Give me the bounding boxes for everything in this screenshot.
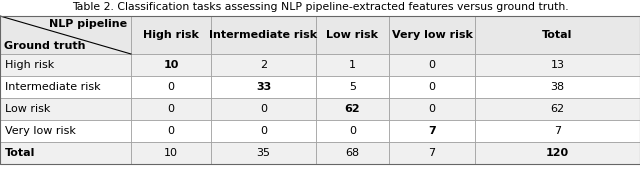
Bar bbox=[211, 76, 316, 98]
Bar bbox=[389, 142, 475, 164]
Bar bbox=[316, 142, 389, 164]
Text: 62: 62 bbox=[550, 104, 564, 114]
Text: Intermediate risk: Intermediate risk bbox=[209, 30, 317, 40]
Bar bbox=[389, 98, 475, 120]
Bar bbox=[316, 120, 389, 142]
Text: Very low risk: Very low risk bbox=[392, 30, 472, 40]
Text: Total: Total bbox=[5, 148, 35, 158]
Text: 35: 35 bbox=[257, 148, 271, 158]
Bar bbox=[0, 76, 131, 98]
Bar bbox=[211, 98, 316, 120]
Bar bbox=[316, 98, 389, 120]
Text: 68: 68 bbox=[346, 148, 360, 158]
Bar bbox=[0, 98, 131, 120]
Text: 0: 0 bbox=[260, 126, 267, 136]
Text: 0: 0 bbox=[349, 126, 356, 136]
Text: 33: 33 bbox=[256, 82, 271, 92]
Text: Low risk: Low risk bbox=[326, 30, 378, 40]
Text: 5: 5 bbox=[349, 82, 356, 92]
Bar bbox=[475, 54, 640, 76]
Bar bbox=[0, 16, 131, 54]
Text: Total: Total bbox=[542, 30, 573, 40]
Text: 120: 120 bbox=[546, 148, 569, 158]
Text: 13: 13 bbox=[550, 60, 564, 70]
Text: Table 2. Classification tasks assessing NLP pipeline-extracted features versus g: Table 2. Classification tasks assessing … bbox=[72, 2, 568, 12]
Bar bbox=[0, 120, 131, 142]
Bar bbox=[316, 16, 389, 54]
Bar bbox=[211, 120, 316, 142]
Bar bbox=[131, 54, 211, 76]
Bar bbox=[131, 98, 211, 120]
Bar bbox=[316, 54, 389, 76]
Text: 7: 7 bbox=[428, 126, 436, 136]
Bar bbox=[0, 142, 131, 164]
Text: 1: 1 bbox=[349, 60, 356, 70]
Bar bbox=[316, 76, 389, 98]
Text: NLP pipeline: NLP pipeline bbox=[49, 19, 127, 29]
Text: 2: 2 bbox=[260, 60, 267, 70]
Bar bbox=[131, 120, 211, 142]
Text: Low risk: Low risk bbox=[5, 104, 51, 114]
Text: 0: 0 bbox=[168, 82, 175, 92]
Bar bbox=[475, 98, 640, 120]
Text: 7: 7 bbox=[428, 148, 436, 158]
Text: 38: 38 bbox=[550, 82, 564, 92]
Bar bbox=[389, 120, 475, 142]
Text: 10: 10 bbox=[163, 60, 179, 70]
Bar bbox=[389, 76, 475, 98]
Text: 0: 0 bbox=[168, 126, 175, 136]
Bar bbox=[131, 16, 211, 54]
Text: High risk: High risk bbox=[143, 30, 199, 40]
Text: 10: 10 bbox=[164, 148, 178, 158]
Bar bbox=[131, 76, 211, 98]
Bar bbox=[211, 54, 316, 76]
Text: 0: 0 bbox=[168, 104, 175, 114]
Bar bbox=[131, 142, 211, 164]
Text: 0: 0 bbox=[429, 60, 435, 70]
Text: Very low risk: Very low risk bbox=[5, 126, 76, 136]
Bar bbox=[211, 16, 316, 54]
Bar bbox=[475, 120, 640, 142]
Bar bbox=[475, 16, 640, 54]
Bar bbox=[389, 16, 475, 54]
Text: Intermediate risk: Intermediate risk bbox=[5, 82, 100, 92]
Text: 0: 0 bbox=[429, 82, 435, 92]
Bar bbox=[389, 54, 475, 76]
Bar bbox=[0, 54, 131, 76]
Bar bbox=[0, 16, 640, 164]
Bar bbox=[475, 76, 640, 98]
Text: 0: 0 bbox=[429, 104, 435, 114]
Text: 62: 62 bbox=[345, 104, 360, 114]
Bar bbox=[475, 142, 640, 164]
Bar bbox=[211, 142, 316, 164]
Text: Ground truth: Ground truth bbox=[4, 41, 86, 51]
Text: 0: 0 bbox=[260, 104, 267, 114]
Text: High risk: High risk bbox=[5, 60, 54, 70]
Text: 7: 7 bbox=[554, 126, 561, 136]
